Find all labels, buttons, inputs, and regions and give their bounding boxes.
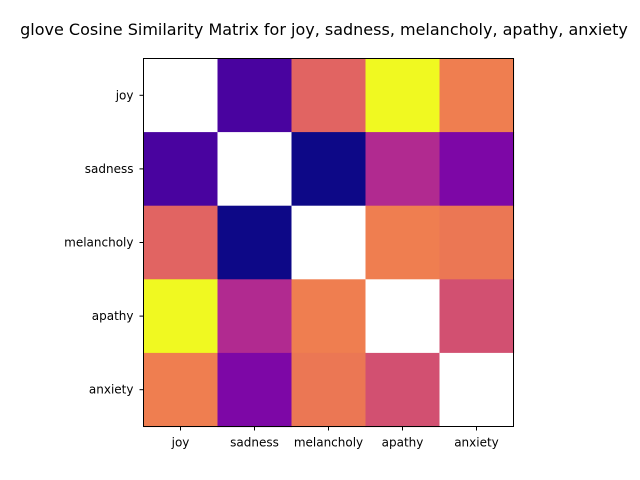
heatmap-cell-anxiety-melancholy bbox=[291, 352, 367, 428]
heatmap-cell-sadness-joy bbox=[143, 132, 219, 207]
x-axis-ticks: joy sadness melancholy apathy anxiety bbox=[171, 426, 499, 450]
heatmap-cell-sadness-melancholy bbox=[291, 132, 367, 207]
heatmap-cell-joy-anxiety bbox=[439, 58, 515, 133]
heatmap-cell-melancholy-melancholy bbox=[291, 205, 367, 280]
y-tick-label: anxiety bbox=[89, 383, 134, 397]
heatmap-cell-apathy-apathy bbox=[365, 279, 441, 354]
heatmap-cell-joy-sadness bbox=[217, 58, 293, 133]
heatmap-cell-melancholy-sadness bbox=[217, 205, 293, 280]
x-tick-label: sadness bbox=[230, 436, 279, 450]
heatmap-cell-anxiety-anxiety bbox=[439, 352, 515, 428]
heatmap-cells bbox=[143, 58, 515, 428]
heatmap-cell-sadness-anxiety bbox=[439, 132, 515, 207]
heatmap-cell-apathy-joy bbox=[143, 279, 219, 354]
y-tick-label: joy bbox=[115, 88, 134, 102]
x-tick-label: anxiety bbox=[454, 436, 499, 450]
heatmap-cell-joy-joy bbox=[143, 58, 219, 133]
heatmap-cell-sadness-apathy bbox=[365, 132, 441, 207]
heatmap-cell-anxiety-apathy bbox=[365, 352, 441, 428]
x-tick-label: melancholy bbox=[294, 436, 363, 450]
heatmap-cell-melancholy-anxiety bbox=[439, 205, 515, 280]
x-tick-label: joy bbox=[171, 436, 190, 450]
heatmap-cell-sadness-sadness bbox=[217, 132, 293, 207]
heatmap-cell-anxiety-joy bbox=[143, 352, 219, 428]
heatmap-cell-joy-apathy bbox=[365, 58, 441, 133]
heatmap-cell-apathy-sadness bbox=[217, 279, 293, 354]
y-axis-ticks: joy sadness melancholy apathy anxiety bbox=[64, 88, 144, 397]
heatmap-cell-apathy-anxiety bbox=[439, 279, 515, 354]
x-tick-label: apathy bbox=[382, 436, 424, 450]
heatmap-cell-melancholy-apathy bbox=[365, 205, 441, 280]
y-tick-label: sadness bbox=[85, 162, 134, 176]
heatmap-cell-anxiety-sadness bbox=[217, 352, 293, 428]
heatmap-cell-melancholy-joy bbox=[143, 205, 219, 280]
chart-title: glove Cosine Similarity Matrix for joy, … bbox=[20, 20, 628, 39]
y-tick-label: apathy bbox=[92, 309, 134, 323]
heatmap-cell-joy-melancholy bbox=[291, 58, 367, 133]
y-tick-label: melancholy bbox=[64, 236, 133, 250]
heatmap-cell-apathy-melancholy bbox=[291, 279, 367, 354]
